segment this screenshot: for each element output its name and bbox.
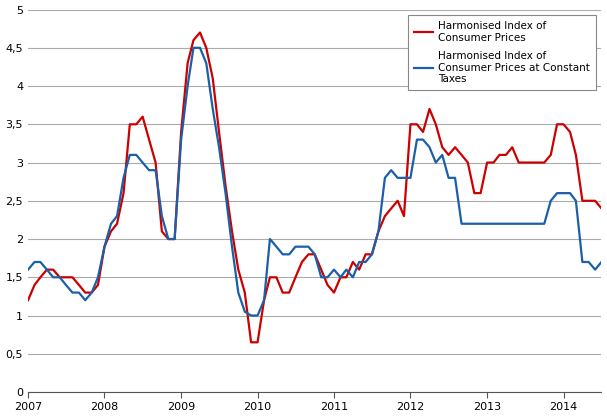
Legend: Harmonised Index of
Consumer Prices, Harmonised Index of
Consumer Prices at Cons: Harmonised Index of Consumer Prices, Har… — [408, 15, 596, 90]
